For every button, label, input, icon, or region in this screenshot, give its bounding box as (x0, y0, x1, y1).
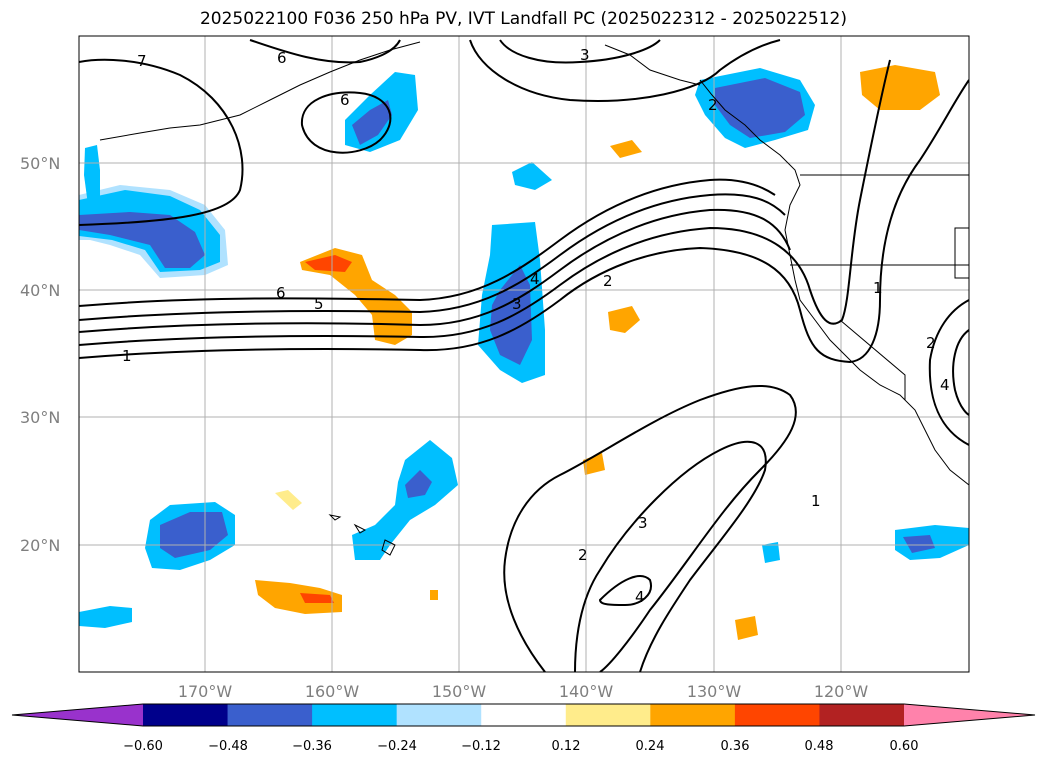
contour-label: 1 (122, 347, 132, 365)
contour-label: 4 (635, 588, 645, 606)
neg-anomaly-southeast-small (762, 542, 780, 563)
pos-anomaly-small-a (608, 306, 640, 333)
lat-label: 40°N (20, 281, 60, 300)
pos-anomaly-small-f (430, 590, 438, 600)
neg-anomaly-small (512, 162, 552, 190)
colorbar-segment (819, 704, 905, 726)
colorbar (11, 703, 1036, 727)
lon-label: 160°W (305, 682, 360, 701)
latitude-labels: 50°N 40°N 30°N 20°N (20, 154, 60, 555)
contour-label: 5 (314, 295, 324, 313)
pos-anomaly-central (300, 248, 412, 345)
contour-label: 6 (276, 284, 286, 302)
colorbar-tick-label: 0.12 (552, 739, 581, 754)
pv-contours (79, 39, 969, 672)
longitude-labels: 170°W 160°W 150°W 140°W 130°W 120°W (178, 682, 869, 701)
neg-anomaly-northeast-core (715, 78, 805, 138)
neg-anomaly-hawaii (352, 440, 458, 560)
lat-label: 20°N (20, 536, 60, 555)
colorbar-tick-label: −0.48 (208, 739, 248, 754)
colorbar-segment (312, 704, 398, 726)
colorbar-tick-label: 0.36 (721, 739, 750, 754)
gridlines (79, 36, 969, 672)
colorbar-segment (650, 704, 736, 726)
neg-anomaly-north-core (352, 100, 392, 145)
colorbar-segment (481, 704, 567, 726)
colorbar-segment (565, 704, 651, 726)
colorbar-tick-label: 0.24 (636, 739, 665, 754)
neg-anomaly-west-tail (84, 145, 100, 205)
contour-label: 6 (340, 91, 350, 109)
neg-anomaly-hawaii-core (405, 470, 432, 498)
pos-anomaly-south (255, 580, 342, 614)
contour-label: 4 (530, 270, 540, 288)
neg-anomaly-far-southwest (79, 606, 132, 628)
map-border (78, 35, 970, 673)
pos-anomaly-small-e (275, 490, 302, 510)
colorbar-outline (11, 703, 1036, 727)
contour-label: 7 (137, 52, 147, 70)
lon-label: 140°W (559, 682, 614, 701)
colorbar-tick-label: 0.60 (890, 739, 919, 754)
colorbar-tick-label: −0.36 (292, 739, 332, 754)
colorbar-segment (396, 704, 482, 726)
contour-label: 6 (277, 49, 287, 67)
neg-anomaly-southwest-core (160, 512, 228, 558)
colorbar-segment (143, 704, 229, 726)
contour-labels: 7 6 6 3 6 5 1 4 3 2 1 2 3 4 2 1 2 4 (122, 46, 950, 606)
pos-anomaly-south-core (300, 593, 334, 603)
map-title: 2025022100 F036 250 hPa PV, IVT Landfall… (199, 9, 847, 29)
colorbar-tick-label: 0.48 (805, 739, 834, 754)
colorbar-tick-label: −0.24 (377, 739, 417, 754)
contour-label: 1 (811, 492, 821, 510)
contour-label: 1 (873, 279, 883, 297)
colorbar-segment (227, 704, 313, 726)
colorbar-ticks: −0.60 −0.48 −0.36 −0.24 −0.12 0.12 0.24 … (123, 739, 918, 754)
colorbar-tick-label: −0.12 (461, 739, 501, 754)
contour-label: 2 (578, 546, 588, 564)
lat-label: 50°N (20, 154, 60, 173)
lon-label: 120°W (814, 682, 869, 701)
contour-label: 3 (512, 295, 522, 313)
pos-anomaly-small-b (610, 140, 642, 158)
neg-anomaly-west-strong (79, 212, 205, 268)
lon-label: 170°W (178, 682, 233, 701)
colorbar-segment (734, 704, 820, 726)
pos-anomaly-northeast (860, 65, 940, 110)
pos-anomaly-small-d (735, 616, 758, 640)
contour-label: 2 (603, 272, 613, 290)
map-content: 7 6 6 3 6 5 1 4 3 2 1 2 3 4 2 1 2 4 (79, 36, 969, 672)
contour-label: 2 (926, 334, 936, 352)
neg-anomaly-southeast-core (903, 535, 935, 553)
colorbar-extend-min (12, 704, 143, 726)
contour-label: 3 (638, 514, 648, 532)
colorbar-extend-max (904, 704, 1035, 726)
lon-label: 150°W (432, 682, 487, 701)
lat-label: 30°N (20, 408, 60, 427)
pos-anomaly-central-core (305, 255, 352, 272)
shading-positive (255, 65, 940, 640)
contour-label: 4 (940, 376, 950, 394)
contour-label: 2 (708, 96, 718, 114)
coastlines (99, 41, 969, 556)
contour-label: 3 (580, 46, 590, 64)
lon-label: 130°W (687, 682, 742, 701)
colorbar-tick-label: −0.60 (123, 739, 163, 754)
